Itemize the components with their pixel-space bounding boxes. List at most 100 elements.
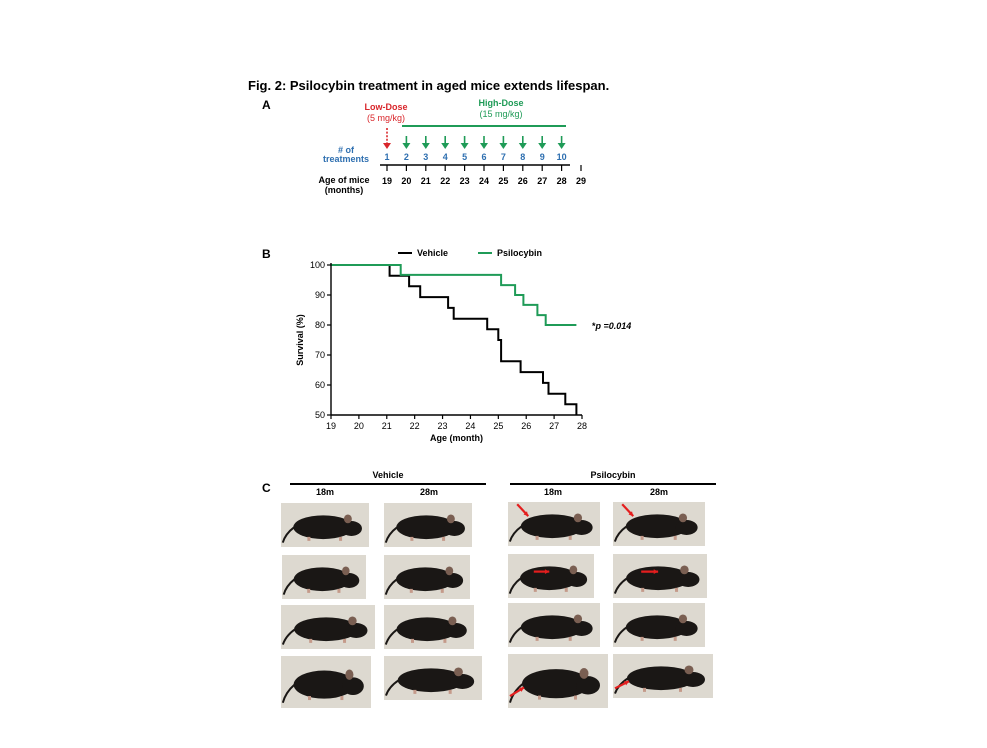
treatment-number: 8	[520, 152, 525, 162]
age-tick-label: 21	[421, 176, 431, 186]
dose-arrowhead	[480, 143, 488, 149]
age-tick-label: 22	[440, 176, 450, 186]
low-dose-label: Low-Dose	[364, 102, 407, 112]
treatment-number: 7	[501, 152, 506, 162]
x-tick-label: 26	[521, 421, 531, 431]
hair-loss-arrowhead	[523, 511, 529, 517]
x-axis-label: Age (month)	[430, 433, 483, 443]
mouse-photo-vehicle-28m	[384, 656, 482, 700]
vehicle-group-rule	[290, 483, 486, 485]
survival-chart: Vehicle Psilocybin 19 20 21 22 23 24 25 26 27 28 50…	[295, 248, 631, 443]
vehicle-28m-label: 28m	[419, 487, 438, 497]
mouse-photo-psilocybin-28m	[613, 502, 705, 546]
mouse-silhouette	[613, 503, 698, 542]
y-tick-label: 70	[315, 350, 325, 360]
x-tick-label: 27	[549, 421, 559, 431]
dose-arrowhead	[421, 143, 430, 149]
mouse-silhouette	[508, 503, 593, 542]
psilocybin-28m-label: 28m	[649, 487, 668, 497]
x-tick-label: 19	[326, 421, 336, 431]
dose-arrowhead	[518, 143, 527, 149]
mouse-photo-psilocybin-18m	[508, 554, 594, 598]
mouse-silhouette	[613, 565, 700, 594]
mouse-photo-vehicle-18m	[282, 555, 366, 599]
mouse-silhouette	[508, 565, 588, 594]
x-tick-label: 28	[577, 421, 587, 431]
age-tick-label: 29	[576, 176, 586, 186]
mouse-silhouette	[384, 616, 467, 645]
series-line-vehicle	[331, 264, 578, 415]
y-tick-label: 50	[315, 410, 325, 420]
mouse-silhouette	[384, 566, 464, 595]
legend-label: Psilocybin	[497, 248, 542, 258]
x-tick-label: 24	[465, 421, 475, 431]
mouse-photo-vehicle-28m	[384, 555, 470, 599]
treatment-timeline: Low-Dose (5 mg/kg) High-Dose (15 mg/kg) …	[318, 98, 586, 195]
mouse-photo-psilocybin-18m	[508, 654, 608, 708]
mouse-photo-vehicle-28m	[384, 503, 472, 547]
age-tick-label: 25	[498, 176, 508, 186]
panel-c-letter: C	[262, 481, 271, 495]
high-dose-label: High-Dose	[479, 98, 524, 108]
age-label-line1: Age of mice	[318, 175, 369, 185]
y-tick-label: 100	[310, 260, 325, 270]
x-tick-label: 25	[493, 421, 503, 431]
psilocybin-group-rule	[510, 483, 716, 485]
mouse-silhouette	[509, 668, 600, 703]
x-tick-label: 21	[382, 421, 392, 431]
low-dose-amount: (5 mg/kg)	[367, 113, 405, 123]
mouse-photo-psilocybin-28m	[613, 654, 713, 698]
treatment-number: 3	[423, 152, 428, 162]
dose-arrowhead	[441, 143, 450, 149]
mouse-photo-psilocybin-28m	[613, 603, 705, 647]
psilocybin-group-label: Psilocybin	[590, 470, 636, 480]
treatment-number: 1	[384, 152, 389, 162]
dose-arrowhead	[499, 143, 508, 149]
treatment-number: 2	[404, 152, 409, 162]
mouse-silhouette	[281, 669, 364, 704]
mouse-photo-vehicle-18m	[281, 656, 371, 708]
x-tick-label: 22	[410, 421, 420, 431]
mouse-silhouette	[613, 614, 698, 643]
low-dose-arrowhead	[383, 143, 391, 149]
hair-loss-arrowhead	[628, 511, 634, 517]
y-tick-label: 60	[315, 380, 325, 390]
high-dose-amount: (15 mg/kg)	[479, 109, 522, 119]
y-axis-label: Survival (%)	[295, 314, 305, 366]
panel-a-letter: A	[262, 98, 271, 112]
mouse-silhouette	[385, 667, 475, 696]
treatment-number: 5	[462, 152, 467, 162]
x-tick-label: 20	[354, 421, 364, 431]
hair-loss-arrowhead	[653, 569, 659, 574]
mouse-photo-vehicle-18m	[281, 503, 369, 547]
treatments-label-line1: # of	[338, 145, 355, 155]
p-value-annotation: *p =0.014	[592, 321, 631, 331]
mouse-silhouette	[614, 665, 705, 694]
y-tick-label: 90	[315, 290, 325, 300]
dose-arrowhead	[538, 143, 547, 149]
age-tick-label: 23	[460, 176, 470, 186]
mouse-silhouette	[282, 566, 360, 595]
treatment-number: 4	[443, 152, 448, 162]
mouse-photo-psilocybin-18m	[508, 502, 600, 546]
age-tick-label: 28	[557, 176, 567, 186]
mouse-silhouette	[508, 614, 593, 643]
legend-label: Vehicle	[417, 248, 448, 258]
mouse-silhouette	[384, 514, 465, 543]
mouse-photo-psilocybin-28m	[613, 554, 707, 598]
psilocybin-18m-label: 18m	[543, 487, 562, 497]
mouse-photo-vehicle-28m	[384, 605, 474, 649]
figure-title: Fig. 2: Psilocybin treatment in aged mic…	[248, 78, 610, 93]
age-tick-label: 26	[518, 176, 528, 186]
treatment-number: 9	[540, 152, 545, 162]
vehicle-18m-label: 18m	[315, 487, 334, 497]
treatments-label-line2: treatments	[323, 154, 369, 164]
age-tick-label: 19	[382, 176, 392, 186]
dose-arrowhead	[557, 143, 566, 149]
age-tick-label: 20	[401, 176, 411, 186]
treatment-number: 6	[481, 152, 486, 162]
hair-loss-arrowhead	[519, 687, 524, 692]
mouse-photo-psilocybin-18m	[508, 603, 600, 647]
series-line-psilocybin	[331, 264, 577, 326]
vehicle-group-label: Vehicle	[372, 470, 404, 480]
